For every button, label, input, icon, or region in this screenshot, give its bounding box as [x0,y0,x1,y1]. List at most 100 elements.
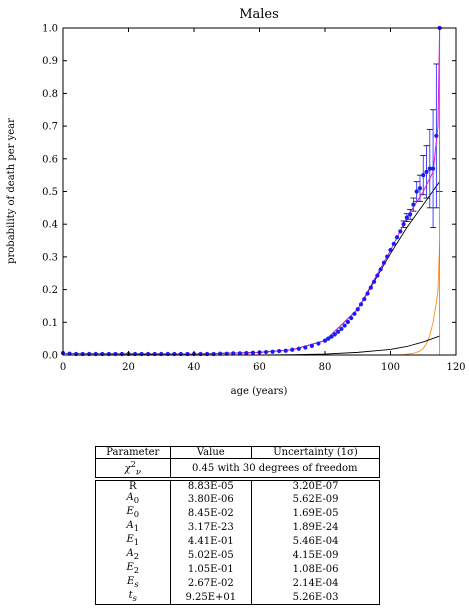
y-tick-label: 0.9 [42,56,58,67]
param-uncertainty: 5.46E-04 [251,534,380,549]
data-point [339,326,344,331]
data-point [316,341,321,346]
x-tick-label: 20 [122,362,135,373]
data-point [421,173,426,178]
data-point [424,169,429,174]
data-point [401,222,406,227]
data-point [408,212,413,217]
data-point [250,350,256,355]
parameter-rows: R 8.83E-05 3.20E-07 A0 3.80E-06 5.62E-09 E0 8.4… [95,480,380,606]
plot-frame [62,27,457,356]
table-row: E0 8.45E-02 1.69E-05 [95,506,380,521]
param-value: 1.05E-01 [169,562,253,577]
y-axis: 0.0 0.1 0.2 0.3 0.4 0.5 0.6 0.7 0.8 0.9 1.0 [42,24,456,362]
table-row: E1 4.41E-01 5.46E-04 [95,534,380,549]
data-point [336,329,341,334]
series-line-component-late [63,243,441,356]
table-row: A2 5.02E-05 4.15E-09 [95,548,380,563]
x-tick-label: 100 [381,362,400,373]
data-point [375,273,380,278]
data-point [329,334,334,339]
data-point [349,315,354,321]
data-point [303,345,308,350]
data-point [362,296,367,302]
data-point [322,338,328,343]
param-value: 3.17E-23 [169,520,253,535]
data-point [352,311,357,316]
param-value: 8.83E-05 [169,480,253,493]
param-value: 2.67E-02 [169,576,253,591]
data-point [391,241,396,246]
y-axis-label: probability of death per year [6,118,17,264]
data-point [332,332,337,337]
data-point [378,267,383,272]
data-point [342,323,347,328]
table-header-row: Parameter Value Uncertainty (1σ) [95,446,380,459]
parameter-table: Parameter Value Uncertainty (1σ) χ2ν 0.4… [95,446,381,606]
data-point [365,291,370,296]
data-point [414,189,419,194]
header-value: Value [169,446,253,459]
table-row: ts 9.25E+01 5.26E-03 [95,590,380,606]
y-tick-label: 0.3 [42,252,58,263]
table-row: R 8.83E-05 3.20E-07 [95,480,380,493]
data-point [404,215,409,220]
data-point [434,133,439,139]
param-name: ts [95,590,171,606]
data-point [263,349,269,355]
header-parameter: Parameter [95,446,171,459]
data-point [283,348,288,353]
data-point [430,166,436,171]
data-point [244,350,249,356]
param-uncertainty: 2.14E-04 [251,576,380,591]
param-name: Es [95,576,171,591]
header-uncertainty: Uncertainty (1σ) [251,446,380,459]
data-point [326,336,331,341]
data-point [231,351,236,356]
data-point [345,319,351,325]
data-point [417,186,423,191]
param-name: A1 [95,520,171,535]
y-tick-label: 0.7 [42,122,58,133]
param-uncertainty: 1.69E-05 [251,506,380,521]
y-tick-label: 0.4 [42,220,58,231]
param-name: E0 [95,506,171,521]
data-point [394,235,400,240]
param-name: E1 [95,534,171,549]
param-name: E2 [95,562,171,577]
x-tick-label: 0 [60,362,66,373]
param-value: 4.41E-01 [169,534,253,549]
param-uncertainty: 3.20E-07 [251,480,380,493]
table-row: A1 3.17E-23 1.89E-24 [95,520,380,535]
data-point [290,347,295,352]
y-tick-label: 0.5 [42,187,58,198]
series-line-component-aging [62,181,440,356]
data-point [358,302,364,307]
table-row: A0 3.80E-06 5.62E-09 [95,492,380,507]
y-tick-label: 0.0 [42,351,58,362]
data-point [411,202,416,207]
plot-area [60,25,443,357]
x-tick-label: 120 [446,362,465,373]
data-point [270,349,275,354]
data-point [381,260,387,265]
data-point [296,346,301,351]
param-uncertainty: 1.08E-06 [251,562,380,577]
chi-square-value: 0.45 with 30 degrees of freedom [169,457,381,479]
data-point [355,307,360,312]
x-axis-label: age (years) [231,386,288,397]
param-value: 5.02E-05 [169,548,253,563]
param-value: 3.80E-06 [169,492,253,507]
data-point [385,254,390,259]
y-tick-label: 0.1 [42,318,58,329]
param-name: A2 [95,548,171,563]
table-row: E2 1.05E-01 1.08E-06 [95,562,380,577]
mortality-chart: Males 0 20 40 60 80 100 120 0.0 0.1 0.2 0.3 0.4 0.5… [6,7,466,397]
param-name: A0 [95,492,171,507]
data-point [398,229,403,234]
param-uncertainty: 5.26E-03 [251,590,380,606]
y-tick-label: 1.0 [42,24,58,35]
chi-square-row: χ2ν 0.45 with 30 degrees of freedom [95,457,381,479]
x-tick-label: 40 [188,362,201,373]
data-point [309,343,314,348]
